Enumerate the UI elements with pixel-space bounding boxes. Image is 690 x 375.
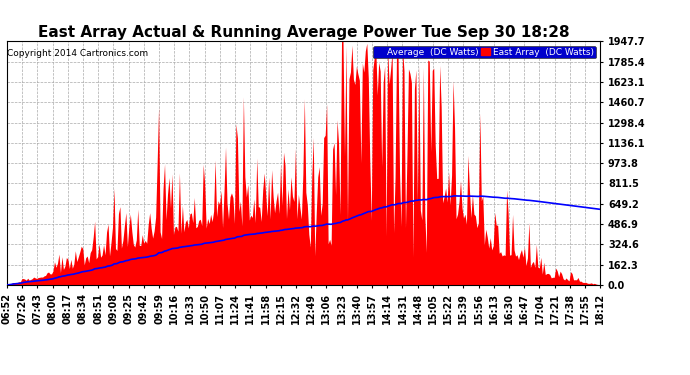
Text: Copyright 2014 Cartronics.com: Copyright 2014 Cartronics.com: [8, 49, 148, 58]
Legend: Average  (DC Watts), East Array  (DC Watts): Average (DC Watts), East Array (DC Watts…: [373, 46, 595, 58]
Title: East Array Actual & Running Average Power Tue Sep 30 18:28: East Array Actual & Running Average Powe…: [38, 25, 569, 40]
